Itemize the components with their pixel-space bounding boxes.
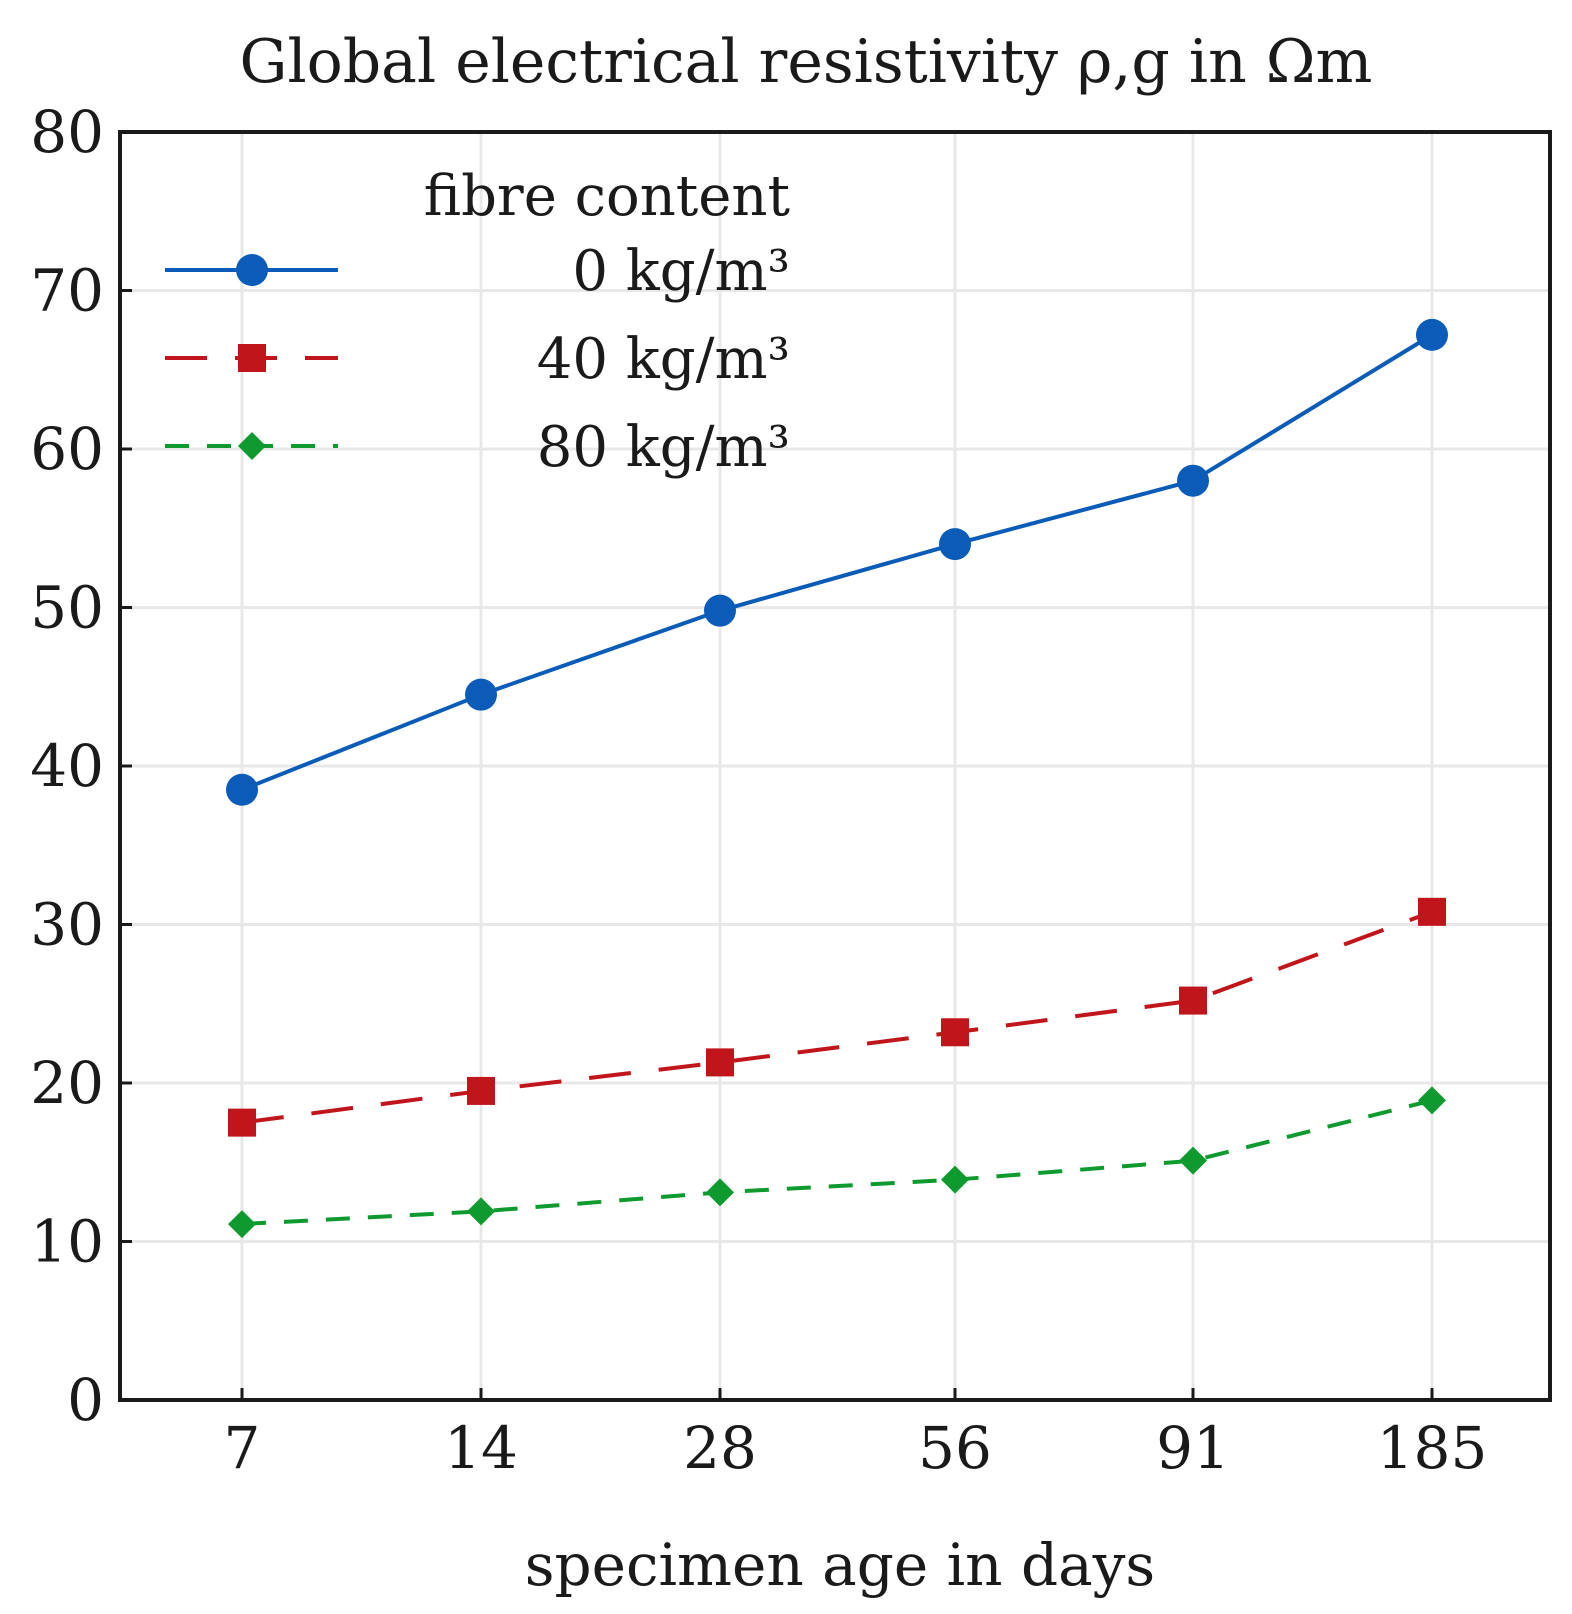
data-point <box>706 1178 734 1207</box>
data-point <box>226 773 258 806</box>
chart-title: Global electrical resistivity ρ,g in Ωm <box>240 27 1373 97</box>
x-tick-label: 91 <box>1156 1414 1230 1482</box>
data-point <box>1418 1086 1446 1115</box>
data-point <box>706 1048 734 1077</box>
x-tick-label: 7 <box>224 1414 261 1482</box>
data-point <box>228 1108 256 1137</box>
data-point <box>941 1018 969 1047</box>
legend-label: 40 kg/m³ <box>537 327 790 392</box>
legend-marker <box>238 432 266 460</box>
series-layer <box>226 318 1448 1239</box>
legend-label: 80 kg/m³ <box>537 415 790 480</box>
tick-layer: 0 10 20 30 40 50 60 70 80 7 14 28 56 91 185 <box>30 98 1487 1482</box>
legend-label: 0 kg/m³ <box>572 239 790 304</box>
y-tick-label: 30 <box>30 891 104 959</box>
data-point <box>1416 318 1448 351</box>
y-tick-label: 10 <box>30 1208 104 1276</box>
series-line <box>241 1098 1433 1227</box>
grid-layer <box>120 132 1550 1400</box>
series-line <box>241 909 1433 1125</box>
legend-entry: 0 kg/m³ <box>165 239 790 304</box>
x-axis-label: specimen age in days <box>525 1531 1155 1599</box>
y-tick-label: 80 <box>30 98 104 166</box>
legend-marker <box>238 344 266 372</box>
y-tick-label: 60 <box>30 415 104 483</box>
x-tick-label: 14 <box>444 1414 518 1482</box>
y-tick-label: 50 <box>30 574 104 642</box>
x-tick-label: 56 <box>918 1414 992 1482</box>
data-point <box>1418 897 1446 926</box>
legend-entry: 40 kg/m³ <box>165 327 790 392</box>
y-tick-label: 40 <box>30 732 104 800</box>
data-point <box>941 1165 969 1194</box>
series-0 <box>226 318 1448 806</box>
data-point <box>467 1197 495 1226</box>
y-tick-label: 0 <box>67 1366 104 1434</box>
data-point <box>467 1076 495 1105</box>
data-point <box>1179 1146 1207 1175</box>
series-2 <box>228 1086 1446 1239</box>
data-point <box>704 594 736 627</box>
y-tick-label: 70 <box>30 257 104 325</box>
series-1 <box>228 897 1446 1137</box>
data-point <box>1177 464 1209 497</box>
y-tick-label: 20 <box>30 1049 104 1117</box>
data-point <box>1179 986 1207 1015</box>
x-tick-label: 185 <box>1377 1414 1488 1482</box>
data-point <box>228 1210 256 1239</box>
legend: fibre content 0 kg/m³ 40 kg/m³ 80 kg/m³ <box>165 164 790 480</box>
data-point <box>465 678 497 711</box>
series-line <box>241 333 1434 792</box>
legend-marker <box>236 254 268 286</box>
x-tick-label: 28 <box>683 1414 757 1482</box>
legend-entry: 80 kg/m³ <box>165 415 790 480</box>
data-point <box>939 528 971 561</box>
legend-title: fibre content <box>424 164 791 229</box>
